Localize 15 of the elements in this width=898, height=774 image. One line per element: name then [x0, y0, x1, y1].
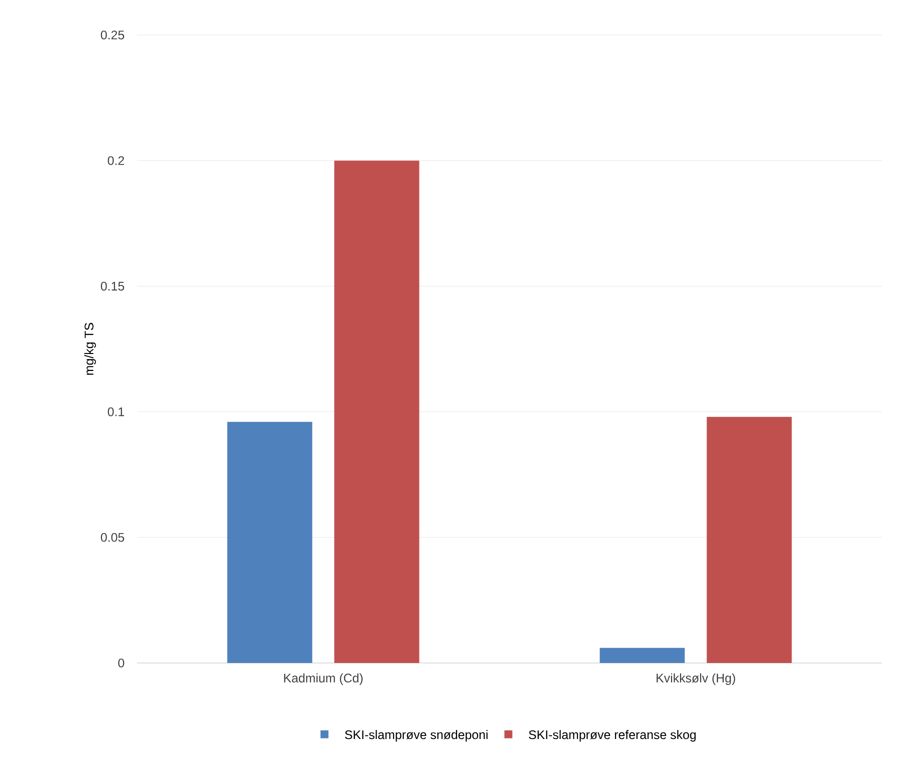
y-axis-title: mg/kg TS — [84, 322, 96, 375]
y-tick-label: 0.15 — [100, 282, 124, 291]
bar — [706, 416, 792, 663]
bar — [334, 160, 420, 663]
y-tick-label: 0.2 — [108, 156, 124, 166]
legend-label: SKI-slamprøve referanse skog — [528, 730, 696, 742]
y-tick-label: 0.25 — [100, 30, 124, 40]
bar — [600, 648, 685, 663]
y-tick-label: 0.1 — [108, 407, 124, 416]
bar — [227, 422, 312, 663]
legend-label: SKI-slamprøve snødeponi — [345, 730, 488, 742]
x-tick-label: Kadmium (Cd) — [284, 673, 363, 685]
y-tick-label: 0 — [118, 658, 124, 668]
y-tick-label: 0.05 — [100, 532, 124, 542]
x-tick-label: Kvikksølv (Hg) — [656, 673, 736, 685]
